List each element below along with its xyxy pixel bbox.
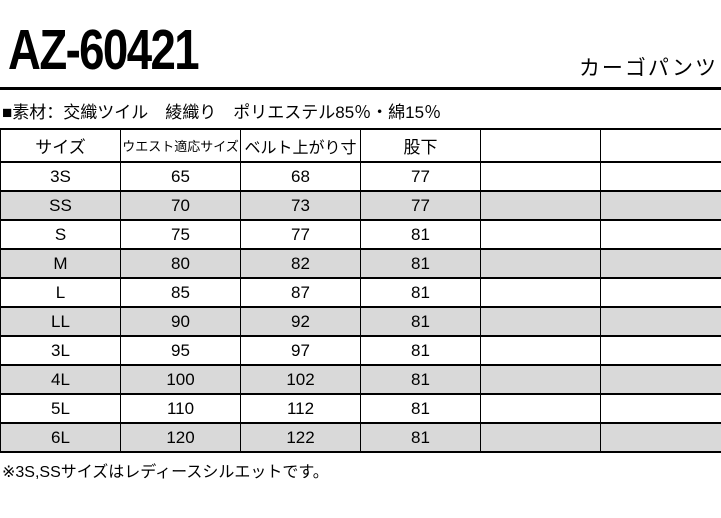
waist-cell: 90 xyxy=(120,306,241,337)
column-header-inseam: 股下 xyxy=(360,128,481,163)
column-header-belt-rise: ベルト上がり寸 xyxy=(240,128,361,163)
table-row: 3L 95 97 81 xyxy=(0,335,721,366)
table-row: S 75 77 81 xyxy=(0,219,721,250)
size-cell: 5L xyxy=(0,393,121,424)
size-cell: 4L xyxy=(0,364,121,395)
size-cell: M xyxy=(0,248,121,279)
empty-cell xyxy=(480,161,601,192)
belt-rise-cell: 112 xyxy=(240,393,361,424)
inseam-cell: 81 xyxy=(360,248,481,279)
empty-cell xyxy=(480,277,601,308)
waist-cell: 120 xyxy=(120,422,241,453)
table-row: SS 70 73 77 xyxy=(0,190,721,221)
table-row: L 85 87 81 xyxy=(0,277,721,308)
size-cell: S xyxy=(0,219,121,250)
column-header-size: サイズ xyxy=(0,128,121,163)
column-header-empty xyxy=(600,128,721,163)
empty-cell xyxy=(600,335,721,366)
belt-rise-cell: 92 xyxy=(240,306,361,337)
empty-cell xyxy=(600,393,721,424)
empty-cell xyxy=(600,422,721,453)
inseam-cell: 81 xyxy=(360,422,481,453)
waist-cell: 110 xyxy=(120,393,241,424)
empty-cell xyxy=(600,364,721,395)
table-row: LL 90 92 81 xyxy=(0,306,721,337)
size-table: サイズ ウエスト適応サイズ ベルト上がり寸 股下 3S 65 68 77 SS 70 73 7… xyxy=(0,128,721,453)
inseam-cell: 81 xyxy=(360,219,481,250)
table-row: M 80 82 81 xyxy=(0,248,721,279)
waist-cell: 100 xyxy=(120,364,241,395)
empty-cell xyxy=(480,248,601,279)
inseam-cell: 81 xyxy=(360,393,481,424)
empty-cell xyxy=(480,335,601,366)
belt-rise-cell: 77 xyxy=(240,219,361,250)
table-row: 5L 110 112 81 xyxy=(0,393,721,424)
column-header-empty xyxy=(480,128,601,163)
empty-cell xyxy=(600,161,721,192)
product-code-title: AZ-60421 xyxy=(8,18,200,82)
size-cell: 3S xyxy=(0,161,121,192)
waist-cell: 85 xyxy=(120,277,241,308)
size-table-header: サイズ ウエスト適応サイズ ベルト上がり寸 股下 xyxy=(0,128,721,163)
size-cell: LL xyxy=(0,306,121,337)
empty-cell xyxy=(480,219,601,250)
empty-cell xyxy=(480,190,601,221)
empty-cell xyxy=(600,219,721,250)
belt-rise-cell: 73 xyxy=(240,190,361,221)
empty-cell xyxy=(600,306,721,337)
table-row: 3S 65 68 77 xyxy=(0,161,721,192)
waist-cell: 70 xyxy=(120,190,241,221)
size-cell: 3L xyxy=(0,335,121,366)
column-header-waist: ウエスト適応サイズ xyxy=(120,128,241,163)
empty-cell xyxy=(480,306,601,337)
belt-rise-cell: 87 xyxy=(240,277,361,308)
belt-rise-cell: 82 xyxy=(240,248,361,279)
inseam-cell: 81 xyxy=(360,364,481,395)
belt-rise-cell: 102 xyxy=(240,364,361,395)
inseam-cell: 81 xyxy=(360,277,481,308)
waist-cell: 65 xyxy=(120,161,241,192)
empty-cell xyxy=(600,248,721,279)
size-cell: L xyxy=(0,277,121,308)
waist-cell: 75 xyxy=(120,219,241,250)
empty-cell xyxy=(480,393,601,424)
inseam-cell: 81 xyxy=(360,306,481,337)
empty-cell xyxy=(600,190,721,221)
belt-rise-cell: 97 xyxy=(240,335,361,366)
size-cell: SS xyxy=(0,190,121,221)
footnote: ※3S,SSサイズはレディースシルエットです。 xyxy=(2,464,329,481)
header: AZ-60421 カーゴパンツ xyxy=(0,0,721,90)
empty-cell xyxy=(480,422,601,453)
product-name: カーゴパンツ xyxy=(578,57,718,80)
header-row: サイズ ウエスト適応サイズ ベルト上がり寸 股下 xyxy=(0,128,721,163)
size-table-body: 3S 65 68 77 SS 70 73 77 S 75 77 81 M 80 82 81 L 85 87 81 LL 9… xyxy=(0,161,721,453)
material-description: ■素材：交織ツイル 綾織り ポリエステル85％・綿15％ xyxy=(2,103,442,122)
table-row: 4L 100 102 81 xyxy=(0,364,721,395)
belt-rise-cell: 122 xyxy=(240,422,361,453)
inseam-cell: 81 xyxy=(360,335,481,366)
waist-cell: 95 xyxy=(120,335,241,366)
table-row: 6L 120 122 81 xyxy=(0,422,721,453)
inseam-cell: 77 xyxy=(360,190,481,221)
empty-cell xyxy=(600,277,721,308)
belt-rise-cell: 68 xyxy=(240,161,361,192)
size-cell: 6L xyxy=(0,422,121,453)
inseam-cell: 77 xyxy=(360,161,481,192)
waist-cell: 80 xyxy=(120,248,241,279)
empty-cell xyxy=(480,364,601,395)
